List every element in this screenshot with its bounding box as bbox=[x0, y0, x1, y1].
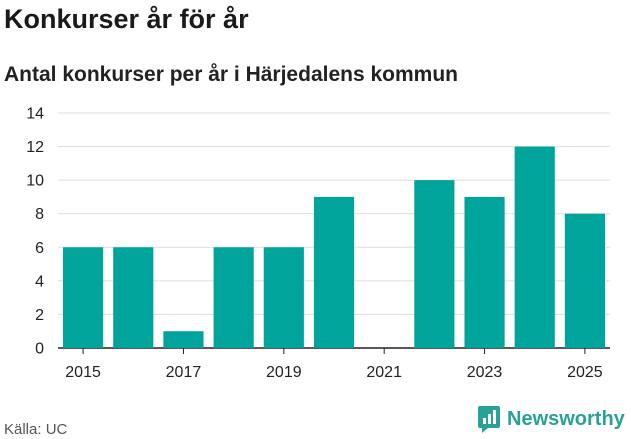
bar-2018 bbox=[213, 247, 254, 348]
y-tick-label: 4 bbox=[35, 273, 44, 290]
bar-2019 bbox=[263, 247, 304, 348]
bar-2015 bbox=[63, 247, 104, 348]
y-tick-label: 12 bbox=[26, 139, 44, 156]
chart-subtitle: Antal konkurser per år i Härjedalens kom… bbox=[4, 63, 458, 86]
y-axis-ticks: 0 2 4 6 8 10 12 14 bbox=[26, 106, 44, 358]
bar-2017 bbox=[163, 331, 204, 348]
x-axis-ticks: 2015 2017 2019 2021 2023 2025 bbox=[65, 348, 603, 381]
y-tick-label: 10 bbox=[26, 173, 44, 190]
x-tick-label: 2017 bbox=[166, 364, 202, 381]
chart-title: Konkurser år för år bbox=[4, 4, 249, 34]
y-tick-label: 2 bbox=[35, 307, 44, 324]
x-tick-label: 2019 bbox=[266, 364, 302, 381]
brand-logo-group: Newsworthy bbox=[477, 405, 625, 433]
brand-name: Newsworthy bbox=[507, 407, 625, 430]
bar-2024 bbox=[514, 146, 555, 348]
bar-2025 bbox=[564, 213, 605, 348]
bar-chart: 0 2 4 6 8 10 12 14 2015 2017 2019 2021 2023 2025 bbox=[26, 106, 610, 381]
y-tick-label: 0 bbox=[35, 341, 44, 358]
y-tick-label: 8 bbox=[35, 206, 44, 223]
y-tick-label: 6 bbox=[35, 240, 44, 257]
x-tick-label: 2023 bbox=[467, 364, 503, 381]
y-tick-label: 14 bbox=[26, 106, 44, 123]
bars bbox=[63, 146, 605, 348]
bar-2023 bbox=[464, 196, 505, 348]
x-tick-label: 2015 bbox=[65, 364, 101, 381]
bar-2022 bbox=[414, 180, 455, 348]
bar-2016 bbox=[113, 247, 154, 348]
source-label: Källa: UC bbox=[4, 421, 68, 438]
x-tick-label: 2025 bbox=[567, 364, 603, 381]
bar-2020 bbox=[313, 196, 355, 348]
x-tick-label: 2021 bbox=[366, 364, 402, 381]
newsworthy-logo-icon bbox=[478, 406, 500, 433]
